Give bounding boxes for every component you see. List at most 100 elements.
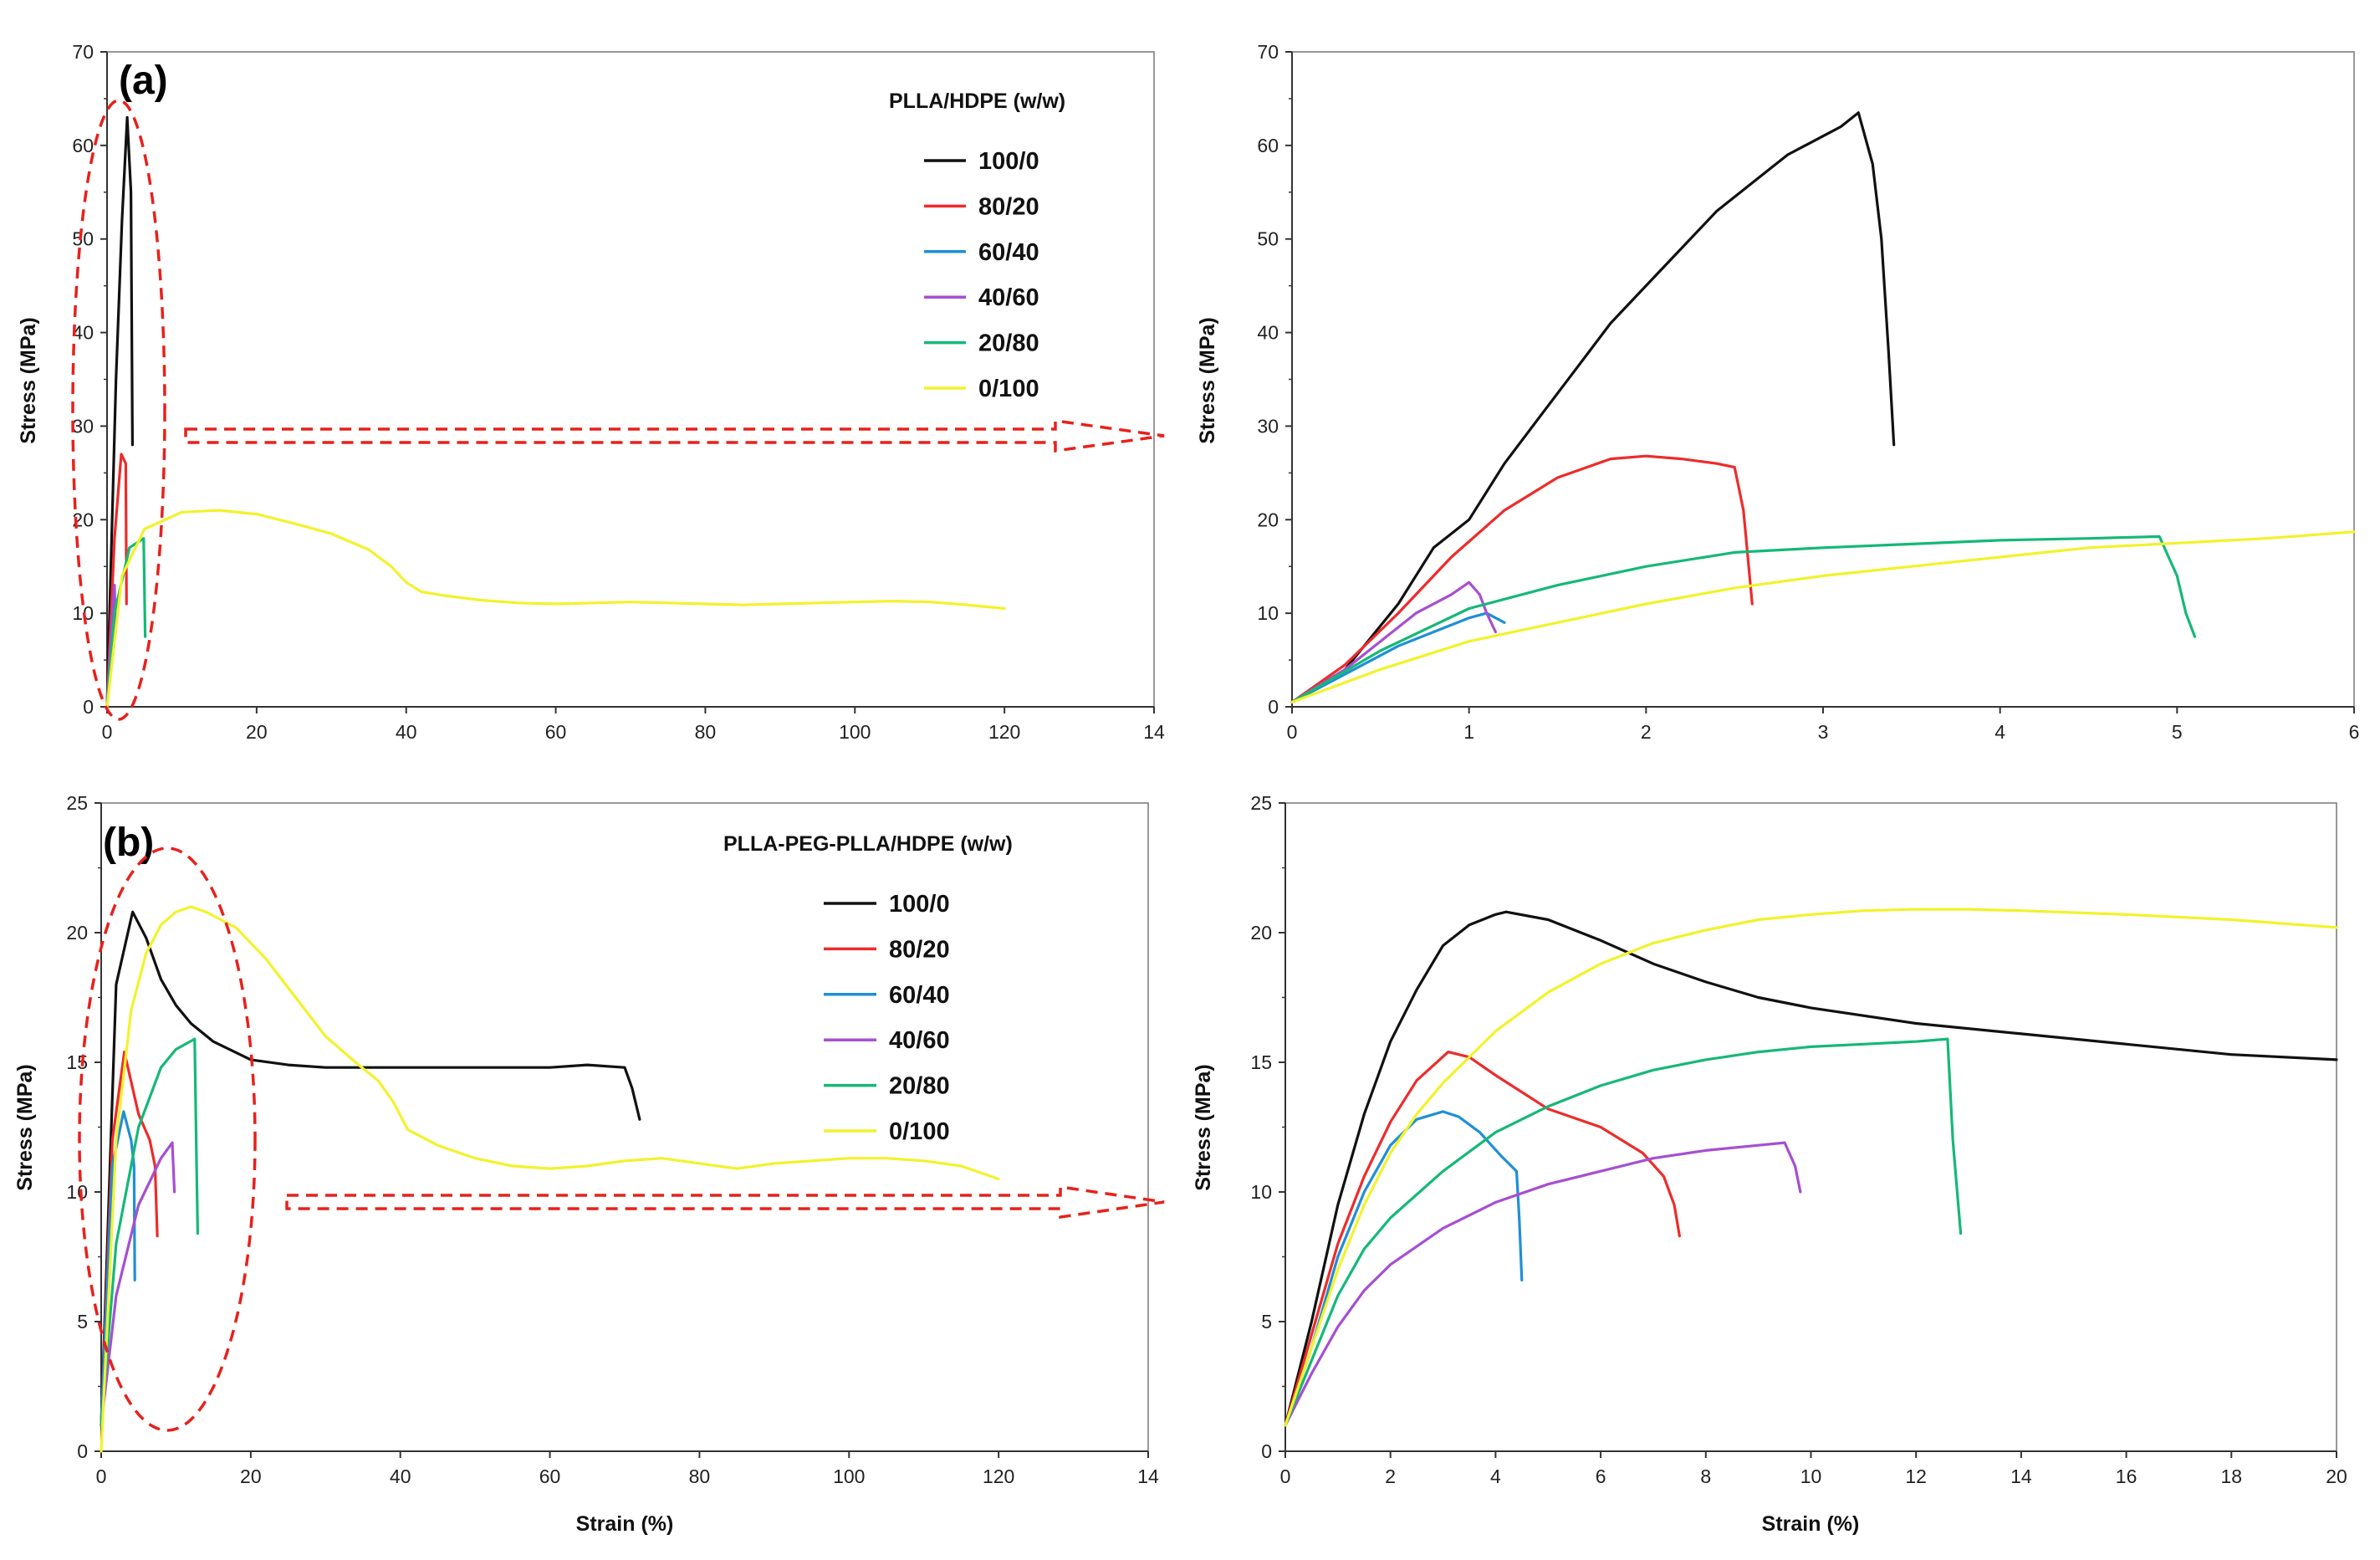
series-line-0-100 — [1284, 908, 2338, 1427]
x-tick-label: 10 — [1800, 1465, 1822, 1487]
legend-label-100-0: 100/0 — [889, 891, 950, 918]
highlight-ellipse-b — [78, 846, 257, 1432]
x-axis-title: Strain (%) — [576, 1512, 674, 1536]
legend-label-40-60: 40/60 — [978, 284, 1039, 311]
legend-label-80-20: 80/20 — [889, 936, 950, 963]
x-tick-label: 6 — [2349, 721, 2360, 743]
series-line-80-20 — [105, 453, 128, 708]
y-tick-label: 70 — [72, 41, 94, 63]
y-tick-label: 30 — [1257, 415, 1279, 437]
x-tick-label: 100 — [833, 1465, 865, 1487]
x-tick-label: 40 — [390, 1465, 411, 1487]
x-tick-label: 3 — [1818, 721, 1829, 743]
x-tick-label: 0 — [1287, 721, 1298, 743]
plot-area — [100, 802, 1149, 1452]
highlight-ellipse-a — [71, 99, 166, 721]
annotations — [71, 99, 1165, 1432]
x-tick-label: 5 — [2172, 721, 2183, 743]
legend-label-80-20: 80/20 — [978, 193, 1039, 220]
y-tick-label: 70 — [1257, 41, 1279, 63]
series-group — [105, 115, 1006, 708]
x-tick-label: 12 — [1905, 1465, 1927, 1487]
legend-label-0-100: 0/100 — [978, 376, 1039, 402]
y-tick-label: 0 — [83, 696, 94, 718]
series-group — [1290, 111, 2356, 704]
x-tick-label: 60 — [539, 1465, 561, 1487]
y-tick-label: 20 — [1257, 509, 1279, 530]
plot-area — [1284, 802, 2337, 1452]
series-line-60-40 — [1284, 1110, 1524, 1427]
y-tick-label: 50 — [72, 228, 94, 250]
legend-label-100-0: 100/0 — [978, 148, 1039, 175]
series-line-80-20 — [100, 1050, 159, 1427]
panel-label: (a) — [119, 59, 168, 103]
y-tick-label: 10 — [66, 1181, 88, 1203]
legend-label-20-80: 20/80 — [978, 330, 1039, 357]
x-tick-label: 14 — [1137, 1465, 1159, 1487]
series-line-40-60 — [100, 1141, 176, 1427]
legend-title: PLLA-PEG-PLLA/HDPE (w/w) — [723, 832, 1013, 856]
series-line-100-0 — [1284, 910, 2338, 1427]
x-tick-label: 40 — [396, 721, 417, 743]
x-axis-title: Strain (%) — [1762, 1512, 1860, 1536]
x-tick-label: 4 — [1490, 1465, 1501, 1487]
x-tick-label: 16 — [2116, 1465, 2137, 1487]
series-line-80-20 — [1290, 454, 1754, 704]
series-line-100-0 — [105, 115, 134, 708]
x-tick-label: 4 — [1994, 721, 2005, 743]
y-tick-label: 60 — [1257, 135, 1279, 156]
y-axis-title: Stress (MPa) — [1192, 1064, 1215, 1190]
series-line-60-40 — [100, 1110, 136, 1427]
x-tick-label: 0 — [102, 721, 113, 743]
series-line-0-100 — [100, 905, 1000, 1453]
series-line-20-80 — [105, 537, 147, 708]
series-line-20-80 — [1284, 1037, 1963, 1427]
y-tick-label: 50 — [1257, 228, 1279, 250]
series-group — [1284, 908, 2338, 1427]
y-axis-title: Stress (MPa) — [13, 1064, 37, 1190]
y-tick-label: 25 — [1250, 792, 1272, 814]
x-tick-label: 80 — [695, 721, 717, 743]
x-tick-label: 120 — [983, 1465, 1014, 1487]
chart-panel-a-zoom: 0 10 20 30 40 50 60 70 0 1 2 3 4 5 6 Stress (MPa) — [1196, 41, 2359, 743]
y-tick-label: 10 — [1257, 602, 1279, 624]
x-tick-label: 120 — [988, 721, 1020, 743]
x-tick-label: 14 — [1143, 721, 1165, 743]
y-tick-label: 5 — [77, 1311, 88, 1332]
x-tick-label: 18 — [2221, 1465, 2243, 1487]
legend-title: PLLA/HDPE (w/w) — [889, 90, 1065, 113]
series-line-100-0 — [100, 910, 641, 1427]
x-tick-label: 80 — [689, 1465, 711, 1487]
ticks: 0 5 10 15 20 25 0 2 4 6 8 10 12 14 16 18 20 — [1250, 792, 2347, 1487]
y-axis-title: Stress (MPa) — [17, 317, 40, 443]
x-tick-label: 6 — [1596, 1465, 1606, 1487]
plot-area — [1291, 51, 2355, 708]
legend-label-20-80: 20/80 — [889, 1073, 950, 1100]
x-tick-label: 100 — [839, 721, 871, 743]
y-tick-label: 20 — [1250, 922, 1272, 944]
ticks: 0 10 20 30 40 50 60 70 0 1 2 3 4 5 6 — [1257, 41, 2359, 743]
series-line-100-0 — [1290, 111, 1896, 704]
x-tick-label: 8 — [1700, 1465, 1711, 1487]
x-tick-label: 14 — [2010, 1465, 2032, 1487]
legend: 100/0 80/20 60/40 40/60 20/80 0/100 — [924, 148, 1039, 402]
y-tick-label: 0 — [1268, 696, 1279, 718]
legend-label-40-60: 40/60 — [889, 1027, 950, 1054]
series-line-20-80 — [1290, 534, 2197, 704]
x-tick-label: 2 — [1641, 721, 1652, 743]
series-line-0-100 — [1290, 530, 2356, 704]
y-axis-title: Stress (MPa) — [1196, 317, 1219, 443]
legend-label-60-40: 60/40 — [978, 239, 1039, 266]
x-tick-label: 60 — [545, 721, 567, 743]
y-tick-label: 10 — [1250, 1181, 1272, 1203]
series-line-40-60 — [1290, 581, 1498, 704]
zoom-arrow-a — [184, 418, 1165, 453]
x-tick-label: 20 — [240, 1465, 262, 1487]
x-tick-label: 0 — [96, 1465, 107, 1487]
zoom-arrow-b — [285, 1184, 1165, 1220]
y-tick-label: 25 — [66, 792, 88, 814]
